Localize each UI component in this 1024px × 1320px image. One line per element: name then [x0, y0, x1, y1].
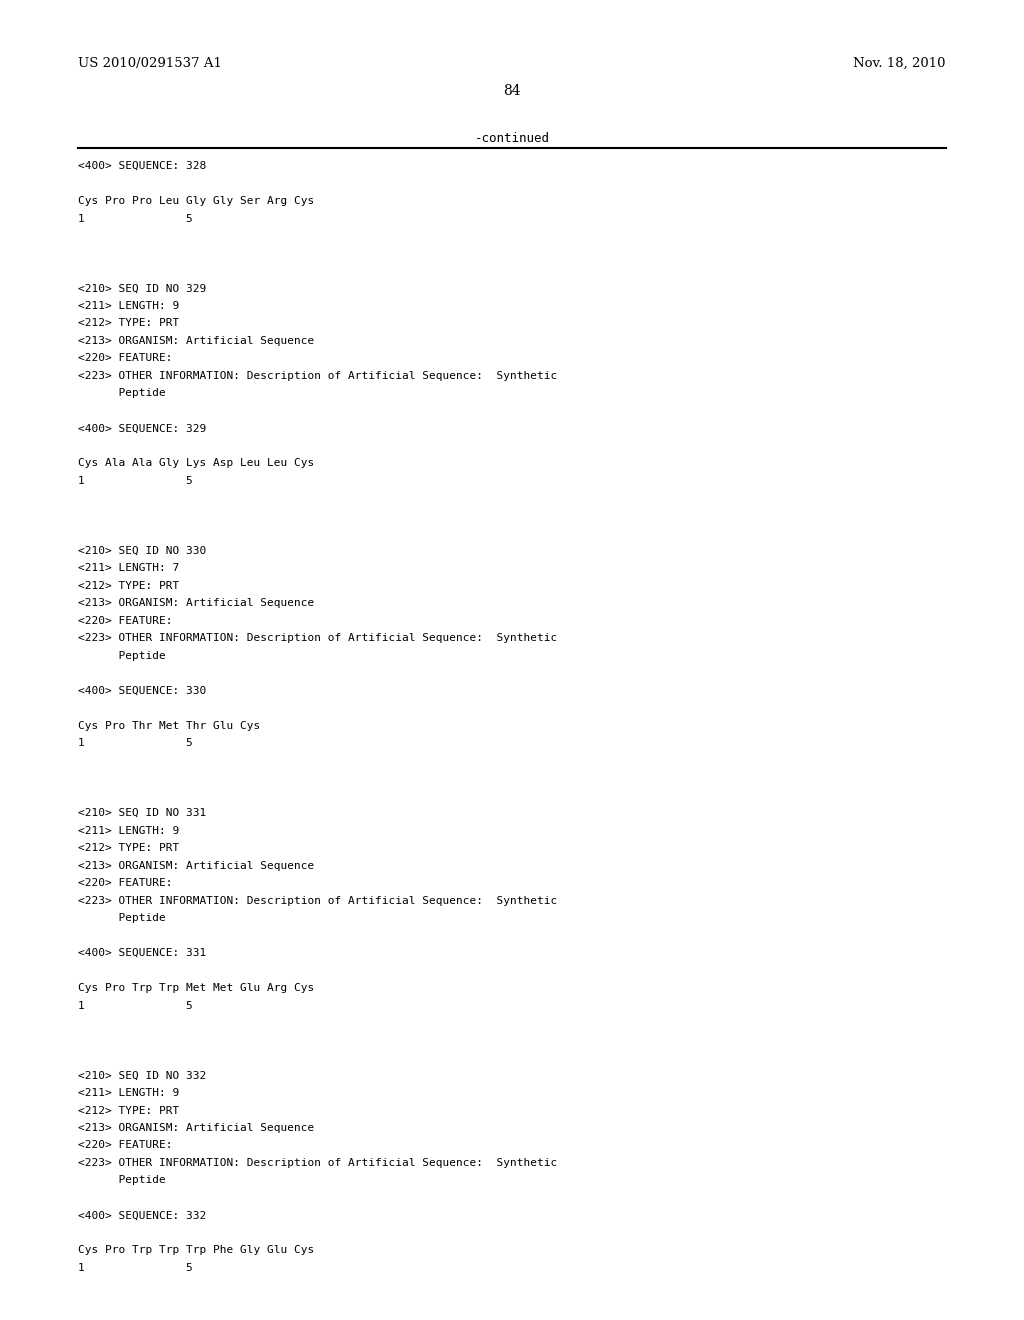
Text: <210> SEQ ID NO 332: <210> SEQ ID NO 332	[78, 1071, 206, 1081]
Text: Nov. 18, 2010: Nov. 18, 2010	[853, 57, 946, 70]
Text: <212> TYPE: PRT: <212> TYPE: PRT	[78, 318, 179, 329]
Text: 84: 84	[503, 84, 521, 99]
Text: <213> ORGANISM: Artificial Sequence: <213> ORGANISM: Artificial Sequence	[78, 1123, 314, 1133]
Text: 1               5: 1 5	[78, 1263, 193, 1272]
Text: <400> SEQUENCE: 329: <400> SEQUENCE: 329	[78, 424, 206, 433]
Text: <220> FEATURE:: <220> FEATURE:	[78, 1140, 172, 1151]
Text: -continued: -continued	[474, 132, 550, 145]
Text: <223> OTHER INFORMATION: Description of Artificial Sequence:  Synthetic: <223> OTHER INFORMATION: Description of …	[78, 1158, 557, 1168]
Text: <211> LENGTH: 9: <211> LENGTH: 9	[78, 301, 179, 312]
Text: Cys Ala Ala Gly Lys Asp Leu Leu Cys: Cys Ala Ala Gly Lys Asp Leu Leu Cys	[78, 458, 314, 469]
Text: <223> OTHER INFORMATION: Description of Artificial Sequence:  Synthetic: <223> OTHER INFORMATION: Description of …	[78, 634, 557, 643]
Text: <400> SEQUENCE: 331: <400> SEQUENCE: 331	[78, 948, 206, 958]
Text: <400> SEQUENCE: 332: <400> SEQUENCE: 332	[78, 1210, 206, 1221]
Text: <220> FEATURE:: <220> FEATURE:	[78, 615, 172, 626]
Text: 1               5: 1 5	[78, 1001, 193, 1011]
Text: <223> OTHER INFORMATION: Description of Artificial Sequence:  Synthetic: <223> OTHER INFORMATION: Description of …	[78, 371, 557, 381]
Text: US 2010/0291537 A1: US 2010/0291537 A1	[78, 57, 222, 70]
Text: <211> LENGTH: 9: <211> LENGTH: 9	[78, 1088, 179, 1098]
Text: 1               5: 1 5	[78, 214, 193, 223]
Text: <210> SEQ ID NO 329: <210> SEQ ID NO 329	[78, 284, 206, 293]
Text: <220> FEATURE:: <220> FEATURE:	[78, 878, 172, 888]
Text: <212> TYPE: PRT: <212> TYPE: PRT	[78, 581, 179, 591]
Text: Peptide: Peptide	[78, 388, 166, 399]
Text: <210> SEQ ID NO 331: <210> SEQ ID NO 331	[78, 808, 206, 818]
Text: Peptide: Peptide	[78, 651, 166, 661]
Text: <212> TYPE: PRT: <212> TYPE: PRT	[78, 1105, 179, 1115]
Text: <400> SEQUENCE: 328: <400> SEQUENCE: 328	[78, 161, 206, 172]
Text: 1               5: 1 5	[78, 475, 193, 486]
Text: <211> LENGTH: 7: <211> LENGTH: 7	[78, 564, 179, 573]
Text: <210> SEQ ID NO 330: <210> SEQ ID NO 330	[78, 546, 206, 556]
Text: Cys Pro Trp Trp Trp Phe Gly Glu Cys: Cys Pro Trp Trp Trp Phe Gly Glu Cys	[78, 1245, 314, 1255]
Text: Peptide: Peptide	[78, 913, 166, 923]
Text: <220> FEATURE:: <220> FEATURE:	[78, 354, 172, 363]
Text: <400> SEQUENCE: 330: <400> SEQUENCE: 330	[78, 685, 206, 696]
Text: Cys Pro Pro Leu Gly Gly Ser Arg Cys: Cys Pro Pro Leu Gly Gly Ser Arg Cys	[78, 195, 314, 206]
Text: <223> OTHER INFORMATION: Description of Artificial Sequence:  Synthetic: <223> OTHER INFORMATION: Description of …	[78, 895, 557, 906]
Text: <213> ORGANISM: Artificial Sequence: <213> ORGANISM: Artificial Sequence	[78, 335, 314, 346]
Text: 1               5: 1 5	[78, 738, 193, 748]
Text: <212> TYPE: PRT: <212> TYPE: PRT	[78, 843, 179, 853]
Text: <213> ORGANISM: Artificial Sequence: <213> ORGANISM: Artificial Sequence	[78, 598, 314, 609]
Text: Cys Pro Thr Met Thr Glu Cys: Cys Pro Thr Met Thr Glu Cys	[78, 721, 260, 731]
Text: <213> ORGANISM: Artificial Sequence: <213> ORGANISM: Artificial Sequence	[78, 861, 314, 871]
Text: <211> LENGTH: 9: <211> LENGTH: 9	[78, 826, 179, 836]
Text: Cys Pro Trp Trp Met Met Glu Arg Cys: Cys Pro Trp Trp Met Met Glu Arg Cys	[78, 983, 314, 993]
Text: Peptide: Peptide	[78, 1175, 166, 1185]
